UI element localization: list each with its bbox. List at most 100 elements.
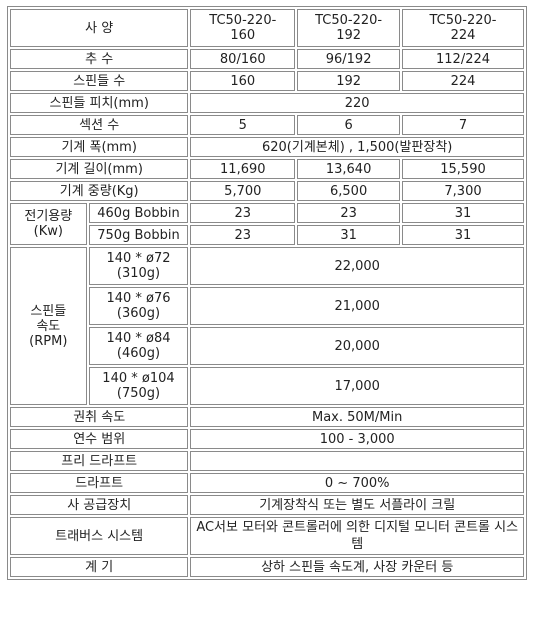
speed-group-label: 스핀들 속도 (RPM): [10, 247, 87, 405]
spindle-speed-row: 스핀들 속도 (RPM) 140 * ø72 (310g) 22,000: [10, 247, 524, 405]
draft-row: 드라프트 0 ~ 700%: [10, 473, 524, 493]
power-row: 전기용량 (Kw) 460g Bobbin 23 23 31: [10, 203, 524, 245]
bobbin-size: 140 * ø76 (360g): [88, 287, 189, 325]
yarn-feed-row: 사 공급장치 기계장착식 또는 별도 서플라이 크릴: [10, 495, 524, 515]
cell-value: AC서보 모터와 콘트롤러에 의한 디지털 모니터 콘트롤 시스템: [190, 517, 524, 555]
traverse-row: 트래버스 시스템 AC서보 모터와 콘트롤러에 의한 디지털 모니터 콘트롤 시…: [10, 517, 524, 555]
spindle-speed-row: 140 * ø104 (750g) 17,000: [10, 367, 524, 405]
bobbin-size: 140 * ø84 (460g): [88, 327, 189, 365]
spindle-pitch-row: 스핀들 피치(mm) 220: [10, 93, 524, 113]
cell-value: 23: [190, 203, 296, 223]
cell-value: 31: [297, 225, 401, 245]
cell-value: 상하 스핀들 속도계, 사장 카운터 등: [190, 557, 524, 577]
power-row: 750g Bobbin 23 31 31: [10, 225, 524, 245]
bobbin-size-line1: 140 * ø84: [106, 331, 171, 346]
bobbin-size-line1: 140 * ø76: [106, 291, 171, 306]
bobbin-size-line2: (310g): [116, 266, 161, 281]
cell-value: 0 ~ 700%: [190, 473, 524, 493]
cell-value: 23: [297, 203, 401, 223]
cell-value: 6: [297, 115, 401, 135]
spec-header-label: 사 양: [10, 9, 189, 47]
cell-value: 7,300: [402, 181, 524, 201]
cell-value: 160: [190, 71, 296, 91]
cell-value: 112/224: [402, 49, 524, 69]
power-label-line2: (Kw): [33, 224, 63, 239]
row-label: 추 수: [10, 49, 189, 69]
model-name-line2: 160: [230, 28, 256, 43]
bobbin-label: 750g Bobbin: [88, 225, 189, 245]
cell-value: 31: [402, 225, 524, 245]
cell-value: 23: [190, 225, 296, 245]
bobbin-label: 460g Bobbin: [88, 203, 189, 223]
cell-value: Max. 50M/Min: [190, 407, 524, 427]
spindle-speed-row: 140 * ø84 (460g) 20,000: [10, 327, 524, 365]
cell-value: 11,690: [190, 159, 296, 179]
yarn-count-row: 연수 범위 100 - 3,000: [10, 429, 524, 449]
machine-length-row: 기계 길이(mm) 11,690 13,640 15,590: [10, 159, 524, 179]
bobbin-size-line1: 140 * ø72: [106, 251, 171, 266]
section-count-row: 섹션 수 5 6 7: [10, 115, 524, 135]
machine-weight-row: 기계 중량(Kg) 5,700 6,500 7,300: [10, 181, 524, 201]
row-label: 트래버스 시스템: [10, 517, 189, 555]
cell-value: 31: [402, 203, 524, 223]
bobbin-size-line2: (360g): [116, 306, 161, 321]
machine-width-row: 기계 폭(mm) 620(기계본체) , 1,500(발판장착): [10, 137, 524, 157]
model-name-line2: 192: [336, 28, 362, 43]
cell-value: 100 - 3,000: [190, 429, 524, 449]
model-header: TC50-220- 160: [190, 9, 296, 47]
model-header: TC50-220- 224: [402, 9, 524, 47]
row-label: 스핀들 피치(mm): [10, 93, 189, 113]
power-group-label: 전기용량 (Kw): [10, 203, 87, 245]
spec-table: 사 양 TC50-220- 160 TC50-220- 192 TC50-220- 2…: [7, 6, 527, 580]
model-name-line1: TC50-220-: [429, 13, 497, 28]
bobbin-size-line1: 140 * ø104: [102, 371, 175, 386]
spindle-count-row: 추 수 80/160 96/192 112/224: [10, 49, 524, 69]
cell-value: 6,500: [297, 181, 401, 201]
cell-value: 15,590: [402, 159, 524, 179]
cell-value: [190, 451, 524, 471]
cell-value: 220: [190, 93, 524, 113]
gauge-row: 계 기 상하 스핀들 속도계, 사장 카운터 등: [10, 557, 524, 577]
row-label: 기계 길이(mm): [10, 159, 189, 179]
bobbin-size: 140 * ø72 (310g): [88, 247, 189, 285]
row-label: 기계 폭(mm): [10, 137, 189, 157]
spindle-number-row: 스핀들 수 160 192 224: [10, 71, 524, 91]
cell-value: 5: [190, 115, 296, 135]
row-label: 스핀들 수: [10, 71, 189, 91]
speed-label-line2: 속도: [36, 318, 61, 334]
cell-value: 기계장착식 또는 별도 서플라이 크릴: [190, 495, 524, 515]
cell-value: 13,640: [297, 159, 401, 179]
model-name-line1: TC50-220-: [209, 13, 277, 28]
row-label: 권취 속도: [10, 407, 189, 427]
cell-value: 17,000: [190, 367, 524, 405]
row-label: 기계 중량(Kg): [10, 181, 189, 201]
bobbin-size: 140 * ø104 (750g): [88, 367, 189, 405]
row-label: 계 기: [10, 557, 189, 577]
cell-value: 7: [402, 115, 524, 135]
winding-speed-row: 권취 속도 Max. 50M/Min: [10, 407, 524, 427]
row-label: 섹션 수: [10, 115, 189, 135]
cell-value: 5,700: [190, 181, 296, 201]
cell-value: 224: [402, 71, 524, 91]
bobbin-size-line2: (750g): [116, 386, 161, 401]
row-label: 프리 드라프트: [10, 451, 189, 471]
cell-value: 192: [297, 71, 401, 91]
cell-value: 20,000: [190, 327, 524, 365]
speed-label-line1: 스핀들: [30, 303, 67, 319]
power-label-line1: 전기용량: [24, 209, 73, 224]
bobbin-size-line2: (460g): [116, 346, 161, 361]
row-label: 연수 범위: [10, 429, 189, 449]
spindle-speed-row: 140 * ø76 (360g) 21,000: [10, 287, 524, 325]
cell-value: 80/160: [190, 49, 296, 69]
cell-value: 96/192: [297, 49, 401, 69]
row-label: 사 공급장치: [10, 495, 189, 515]
speed-label-line3: (RPM): [29, 333, 68, 349]
header-row: 사 양 TC50-220- 160 TC50-220- 192 TC50-220- 2…: [10, 9, 524, 47]
pre-draft-row: 프리 드라프트: [10, 451, 524, 471]
cell-value: 22,000: [190, 247, 524, 285]
row-label: 드라프트: [10, 473, 189, 493]
cell-value: 21,000: [190, 287, 524, 325]
model-header: TC50-220- 192: [297, 9, 401, 47]
cell-value: 620(기계본체) , 1,500(발판장착): [190, 137, 524, 157]
